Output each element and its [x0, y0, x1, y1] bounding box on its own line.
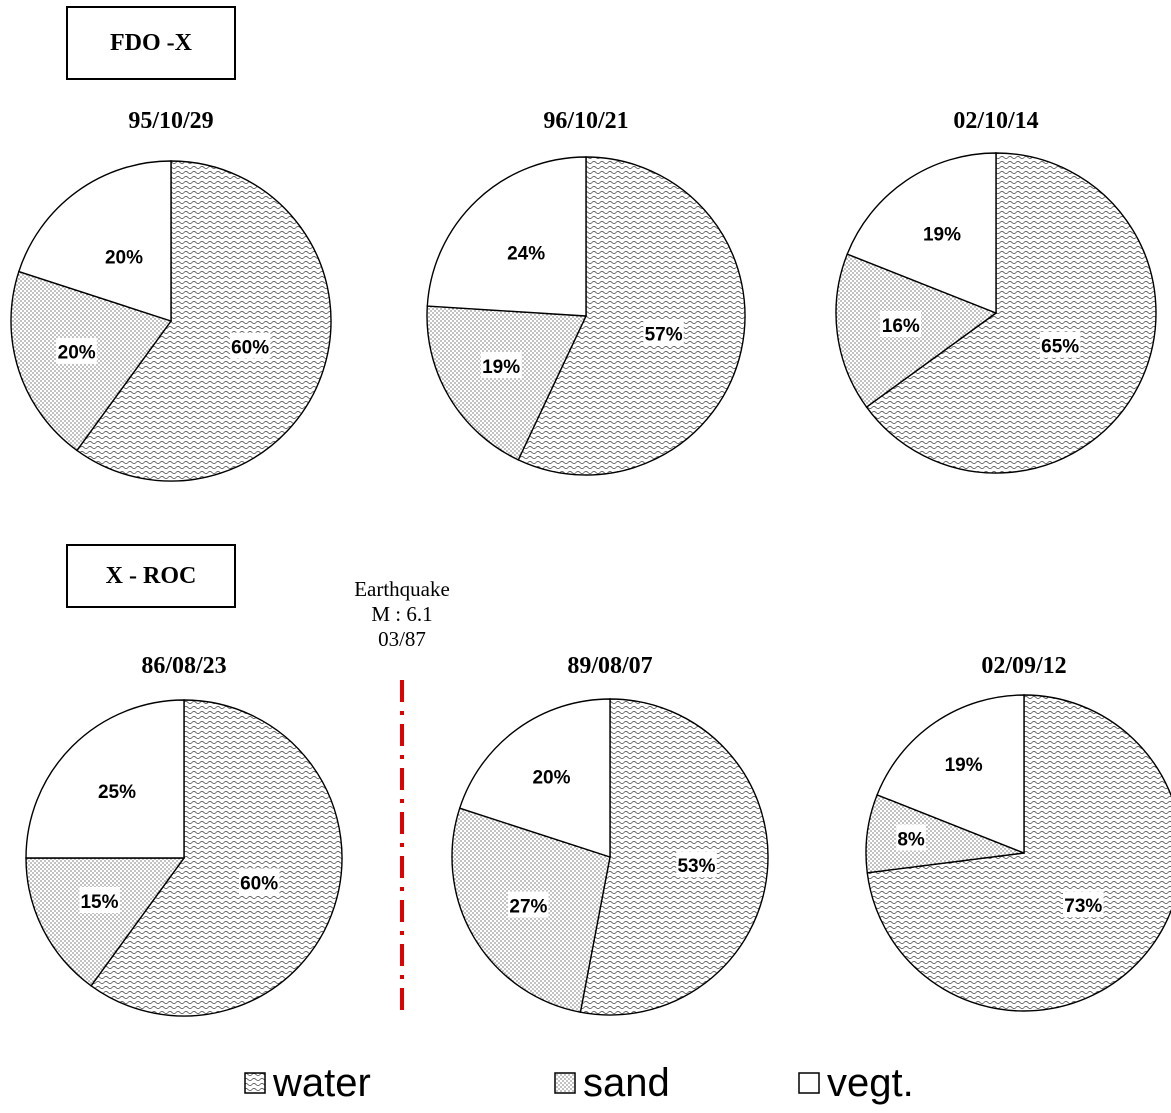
pie-3-slice-vegt [846, 152, 997, 315]
earthquake-label: Earthquake [354, 577, 450, 601]
legend-label-vegt: vegt. [827, 1061, 914, 1105]
pie-4-label-bg-water [238, 868, 280, 895]
group-label-x-roc: X - ROC [66, 544, 236, 608]
pie-2-label-bg-vegt [505, 238, 547, 265]
pie-4-slice-sand [25, 857, 186, 987]
pie-6-label-sand: 8% [897, 830, 925, 851]
pie-3-slice-water [865, 152, 1157, 474]
legend-item-water: water [244, 1058, 371, 1108]
pie-3-label-vegt: 19% [923, 225, 961, 246]
pie-2-label-vegt: 24% [507, 243, 545, 264]
legend-label-sand: sand [583, 1061, 670, 1105]
pie-4-label-vegt: 25% [98, 782, 136, 803]
pie-5-slice-water [579, 698, 769, 1016]
pie-4-label-water: 60% [240, 873, 278, 894]
earthquake-date: 03/87 [378, 627, 426, 651]
pie-4-label-sand: 15% [80, 892, 118, 913]
pie-title-6: 02/09/12 [981, 653, 1067, 679]
pie-2-slice-vegt [426, 156, 587, 317]
pie-title-4: 86/08/23 [141, 653, 227, 679]
legend-swatch-water [244, 1072, 266, 1094]
pie-3-label-bg-water [1039, 331, 1081, 358]
pie-2-label-bg-water [643, 319, 684, 346]
pie-title-2: 96/10/21 [543, 108, 629, 134]
pie-6-label-bg-vegt [943, 750, 984, 777]
pie-5-label-water: 53% [677, 856, 715, 877]
legend-swatch-sand [554, 1072, 576, 1094]
pie-1-label-bg-water [229, 332, 271, 359]
pie-4-label-bg-sand [79, 887, 120, 913]
pie-2-slice-water [517, 156, 746, 476]
pie-1-slice-vegt [17, 160, 172, 322]
pie-2-label-sand: 19% [482, 357, 520, 378]
pie-1-label-water: 60% [231, 338, 269, 359]
legend-swatch-vegt [798, 1072, 820, 1094]
pie-title-1: 95/10/29 [128, 108, 214, 134]
pie-5-label-sand: 27% [509, 896, 547, 917]
pie-6-label-vegt: 19% [945, 755, 983, 776]
pie-1-label-bg-sand [56, 337, 97, 364]
pie-title-3: 02/10/14 [953, 108, 1039, 134]
legend-item-vegt: vegt. [798, 1058, 914, 1108]
pie-3-label-bg-sand [880, 311, 921, 337]
pie-3-label-sand: 16% [882, 316, 920, 337]
group-label-fdo-x: FDO -X [66, 6, 236, 80]
pie-5-label-bg-sand [508, 891, 549, 918]
pie-4-label-bg-vegt [96, 777, 138, 803]
pie-2-label-water: 57% [645, 324, 683, 345]
legend-item-sand: sand [554, 1058, 670, 1108]
pie-2-slice-sand [426, 305, 588, 461]
pie-5-label-vegt: 20% [532, 768, 570, 789]
pie-1-label-vegt: 20% [105, 247, 143, 268]
pie-6-label-bg-water [1063, 891, 1104, 918]
pie-1-label-bg-vegt [103, 242, 145, 269]
pie-title-5: 89/08/07 [567, 653, 653, 679]
pie-6-label-water: 73% [1064, 896, 1102, 917]
pie-5-label-bg-vegt [531, 762, 572, 789]
earthquake-annotation: Earthquake M : 6.1 03/87 [320, 577, 484, 652]
pie-3-label-water: 65% [1041, 337, 1079, 358]
pie-4-slice-water [90, 699, 343, 1017]
pie-2-label-bg-sand [480, 352, 522, 379]
pie-charts: 60% 20% 20% 57% 19% 24% 65% 16% 19% 60% 15% 25% 53% 2… [10, 152, 1171, 1018]
pie-1-slice-water [75, 160, 332, 482]
pie-6-slice-water [866, 694, 1171, 1012]
pie-5-label-bg-water [676, 851, 717, 878]
pie-1-label-sand: 20% [58, 343, 96, 364]
pie-3-label-bg-vegt [921, 219, 963, 246]
legend: water sand vegt. [0, 1058, 1171, 1113]
pie-6-label-bg-sand [896, 824, 926, 851]
earthquake-magnitude: M : 6.1 [371, 602, 433, 626]
legend-label-water: water [273, 1061, 371, 1105]
